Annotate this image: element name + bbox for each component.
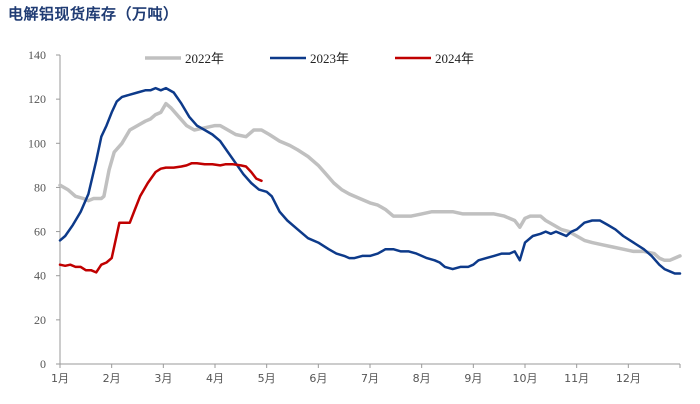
y-tick-label: 40 (34, 269, 46, 283)
legend-label: 2023年 (310, 51, 349, 66)
x-tick-label: 10月 (513, 372, 538, 385)
chart-title: 电解铝现货库存（万吨） (8, 5, 179, 23)
y-tick-label: 80 (34, 180, 46, 194)
x-tick-label: 7月 (361, 372, 379, 385)
y-tick-label: 100 (28, 136, 46, 150)
x-tick-label: 11月 (564, 372, 589, 385)
legend-label: 2024年 (435, 51, 474, 66)
chart-legend: 2022年 2023年 2024年 (145, 51, 474, 66)
legend-label: 2022年 (185, 51, 224, 66)
series-line-2022 (58, 101, 682, 263)
y-tick-label: 20 (34, 313, 46, 327)
y-tick-label: 60 (34, 225, 46, 239)
chart-axes: 0 20 40 60 80 100 120 140 1月 2月 3月 4月 5月 6月 7月 8月 9月 10月 1… (28, 48, 681, 385)
x-tick-label: 2月 (103, 372, 121, 385)
x-tick-label: 5月 (258, 372, 276, 385)
y-tick-label: 0 (40, 357, 46, 371)
x-tick-label: 4月 (206, 372, 224, 385)
y-tick-label: 120 (28, 92, 46, 106)
x-tick-label: 12月 (616, 372, 641, 385)
x-tick-label: 6月 (309, 372, 327, 385)
plot-area (58, 86, 682, 275)
x-tick-label: 1月 (51, 372, 69, 385)
series-line-2023 (58, 86, 682, 275)
series-line-2024 (58, 161, 263, 274)
x-tick-label: 3月 (154, 372, 172, 385)
x-tick-label: 9月 (464, 372, 482, 385)
x-tick-label: 8月 (413, 372, 431, 385)
y-tick-label: 140 (28, 48, 46, 62)
